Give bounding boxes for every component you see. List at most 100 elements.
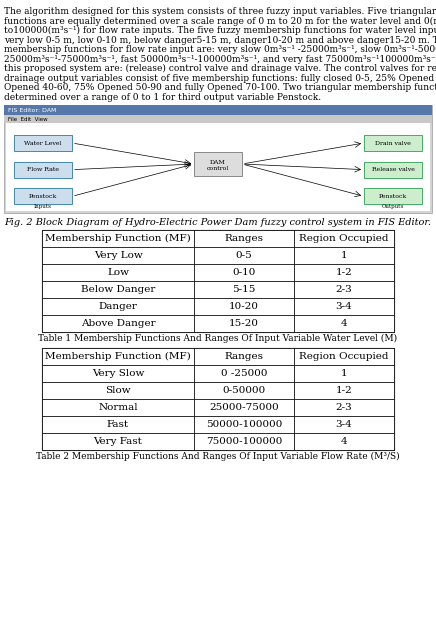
Text: 0 -25000: 0 -25000: [221, 369, 267, 378]
Bar: [294, 399, 394, 416]
Bar: [194, 382, 294, 399]
Text: 3-4: 3-4: [336, 420, 352, 429]
Bar: [42, 230, 194, 247]
Text: Opened 40-60, 75% Opened 50-90 and fully Opened 70-100. Two triangular membershi: Opened 40-60, 75% Opened 50-90 and fully…: [4, 83, 436, 92]
Bar: [294, 247, 394, 264]
Bar: [42, 281, 194, 298]
Text: Penstock: Penstock: [379, 194, 407, 199]
Bar: [4, 105, 432, 115]
Text: Inputs: Inputs: [34, 204, 52, 209]
Bar: [194, 365, 294, 382]
Text: Above Danger: Above Danger: [81, 319, 155, 328]
Text: Penstock: Penstock: [29, 194, 57, 199]
Text: Very Low: Very Low: [94, 251, 143, 260]
Bar: [42, 433, 194, 450]
Bar: [194, 230, 294, 247]
Text: File  Edit  View: File Edit View: [8, 117, 48, 122]
Bar: [42, 399, 194, 416]
Text: 10-20: 10-20: [229, 302, 259, 311]
Text: 4: 4: [341, 319, 347, 328]
Bar: [294, 281, 394, 298]
Text: 5-15: 5-15: [232, 285, 255, 294]
Bar: [194, 433, 294, 450]
Bar: [364, 135, 422, 151]
Text: drainage output variables consist of five membership functions: fully closed 0-5: drainage output variables consist of fiv…: [4, 73, 436, 82]
Text: Flow Rate: Flow Rate: [27, 167, 59, 172]
Bar: [42, 348, 194, 365]
Text: Very Fast: Very Fast: [94, 437, 143, 446]
Bar: [4, 115, 432, 123]
Text: Low: Low: [107, 268, 129, 277]
Text: 0-5: 0-5: [235, 251, 252, 260]
Bar: [194, 298, 294, 315]
Bar: [14, 188, 72, 204]
Bar: [294, 416, 394, 433]
Text: Region Occupied: Region Occupied: [299, 352, 389, 361]
Text: this proposed system are: (release) control valve and drainage valve. The contro: this proposed system are: (release) cont…: [4, 64, 436, 73]
Bar: [42, 298, 194, 315]
Bar: [4, 105, 432, 213]
Bar: [194, 416, 294, 433]
Text: functions are equally determined over a scale range of 0 m to 20 m for the water: functions are equally determined over a …: [4, 17, 436, 26]
Text: 0-50000: 0-50000: [222, 386, 266, 395]
Text: 1-2: 1-2: [336, 386, 352, 395]
Bar: [294, 298, 394, 315]
Bar: [6, 123, 430, 211]
Text: 15-20: 15-20: [229, 319, 259, 328]
Text: Membership Function (MF): Membership Function (MF): [45, 352, 191, 361]
Text: DAM: DAM: [210, 160, 226, 164]
Text: Table 1 Membership Functions And Ranges Of Input Variable Water Level (M): Table 1 Membership Functions And Ranges …: [38, 334, 398, 343]
Text: Water Level: Water Level: [24, 140, 62, 146]
Text: Release valve: Release valve: [371, 167, 415, 172]
Text: Drain valve: Drain valve: [375, 140, 411, 146]
Bar: [42, 247, 194, 264]
Text: Outputs: Outputs: [382, 204, 404, 209]
Bar: [42, 264, 194, 281]
Bar: [294, 348, 394, 365]
Text: 3-4: 3-4: [336, 302, 352, 311]
Text: Fig. 2 Block Diagram of Hydro-Electric Power Dam fuzzy control system in FIS Edi: Fig. 2 Block Diagram of Hydro-Electric P…: [4, 218, 432, 227]
Bar: [294, 264, 394, 281]
Text: 2-3: 2-3: [336, 403, 352, 412]
Bar: [42, 382, 194, 399]
Bar: [364, 188, 422, 204]
Text: to100000(m³s⁻¹) for flow rate inputs. The five fuzzy membership functions for wa: to100000(m³s⁻¹) for flow rate inputs. Th…: [4, 26, 436, 35]
Text: membership functions for flow rate input are: very slow 0m³s⁻¹ -25000m³s⁻¹, slow: membership functions for flow rate input…: [4, 45, 436, 54]
Text: 25000-75000: 25000-75000: [209, 403, 279, 412]
Bar: [294, 365, 394, 382]
Text: Danger: Danger: [99, 302, 137, 311]
Text: control: control: [207, 166, 229, 171]
Text: Ranges: Ranges: [225, 352, 263, 361]
Text: Slow: Slow: [105, 386, 131, 395]
Text: 1-2: 1-2: [336, 268, 352, 277]
Bar: [194, 281, 294, 298]
Bar: [294, 230, 394, 247]
Bar: [294, 315, 394, 332]
Text: 1: 1: [341, 251, 347, 260]
Text: 50000-100000: 50000-100000: [206, 420, 282, 429]
Bar: [194, 264, 294, 281]
Text: 4: 4: [341, 437, 347, 446]
Text: 0-10: 0-10: [232, 268, 255, 277]
Bar: [42, 416, 194, 433]
Bar: [194, 315, 294, 332]
Bar: [42, 365, 194, 382]
Text: The algorithm designed for this system consists of three fuzzy input variables. : The algorithm designed for this system c…: [4, 7, 436, 16]
Text: very low 0-5 m, low 0-10 m, below danger5-15 m, danger10-20 m and above danger15: very low 0-5 m, low 0-10 m, below danger…: [4, 35, 436, 44]
Text: 75000-100000: 75000-100000: [206, 437, 282, 446]
Bar: [42, 315, 194, 332]
Text: 2-3: 2-3: [336, 285, 352, 294]
Text: Region Occupied: Region Occupied: [299, 234, 389, 243]
Text: Ranges: Ranges: [225, 234, 263, 243]
Text: 1: 1: [341, 369, 347, 378]
Bar: [194, 348, 294, 365]
Bar: [294, 433, 394, 450]
Text: Membership Function (MF): Membership Function (MF): [45, 234, 191, 243]
Text: determined over a range of 0 to 1 for third output variable Penstock.: determined over a range of 0 to 1 for th…: [4, 93, 321, 102]
Text: FIS Editor: DAM: FIS Editor: DAM: [8, 108, 56, 113]
Bar: [194, 152, 242, 176]
Bar: [194, 399, 294, 416]
Bar: [364, 162, 422, 178]
Text: Below Danger: Below Danger: [81, 285, 155, 294]
Text: Very Slow: Very Slow: [92, 369, 144, 378]
